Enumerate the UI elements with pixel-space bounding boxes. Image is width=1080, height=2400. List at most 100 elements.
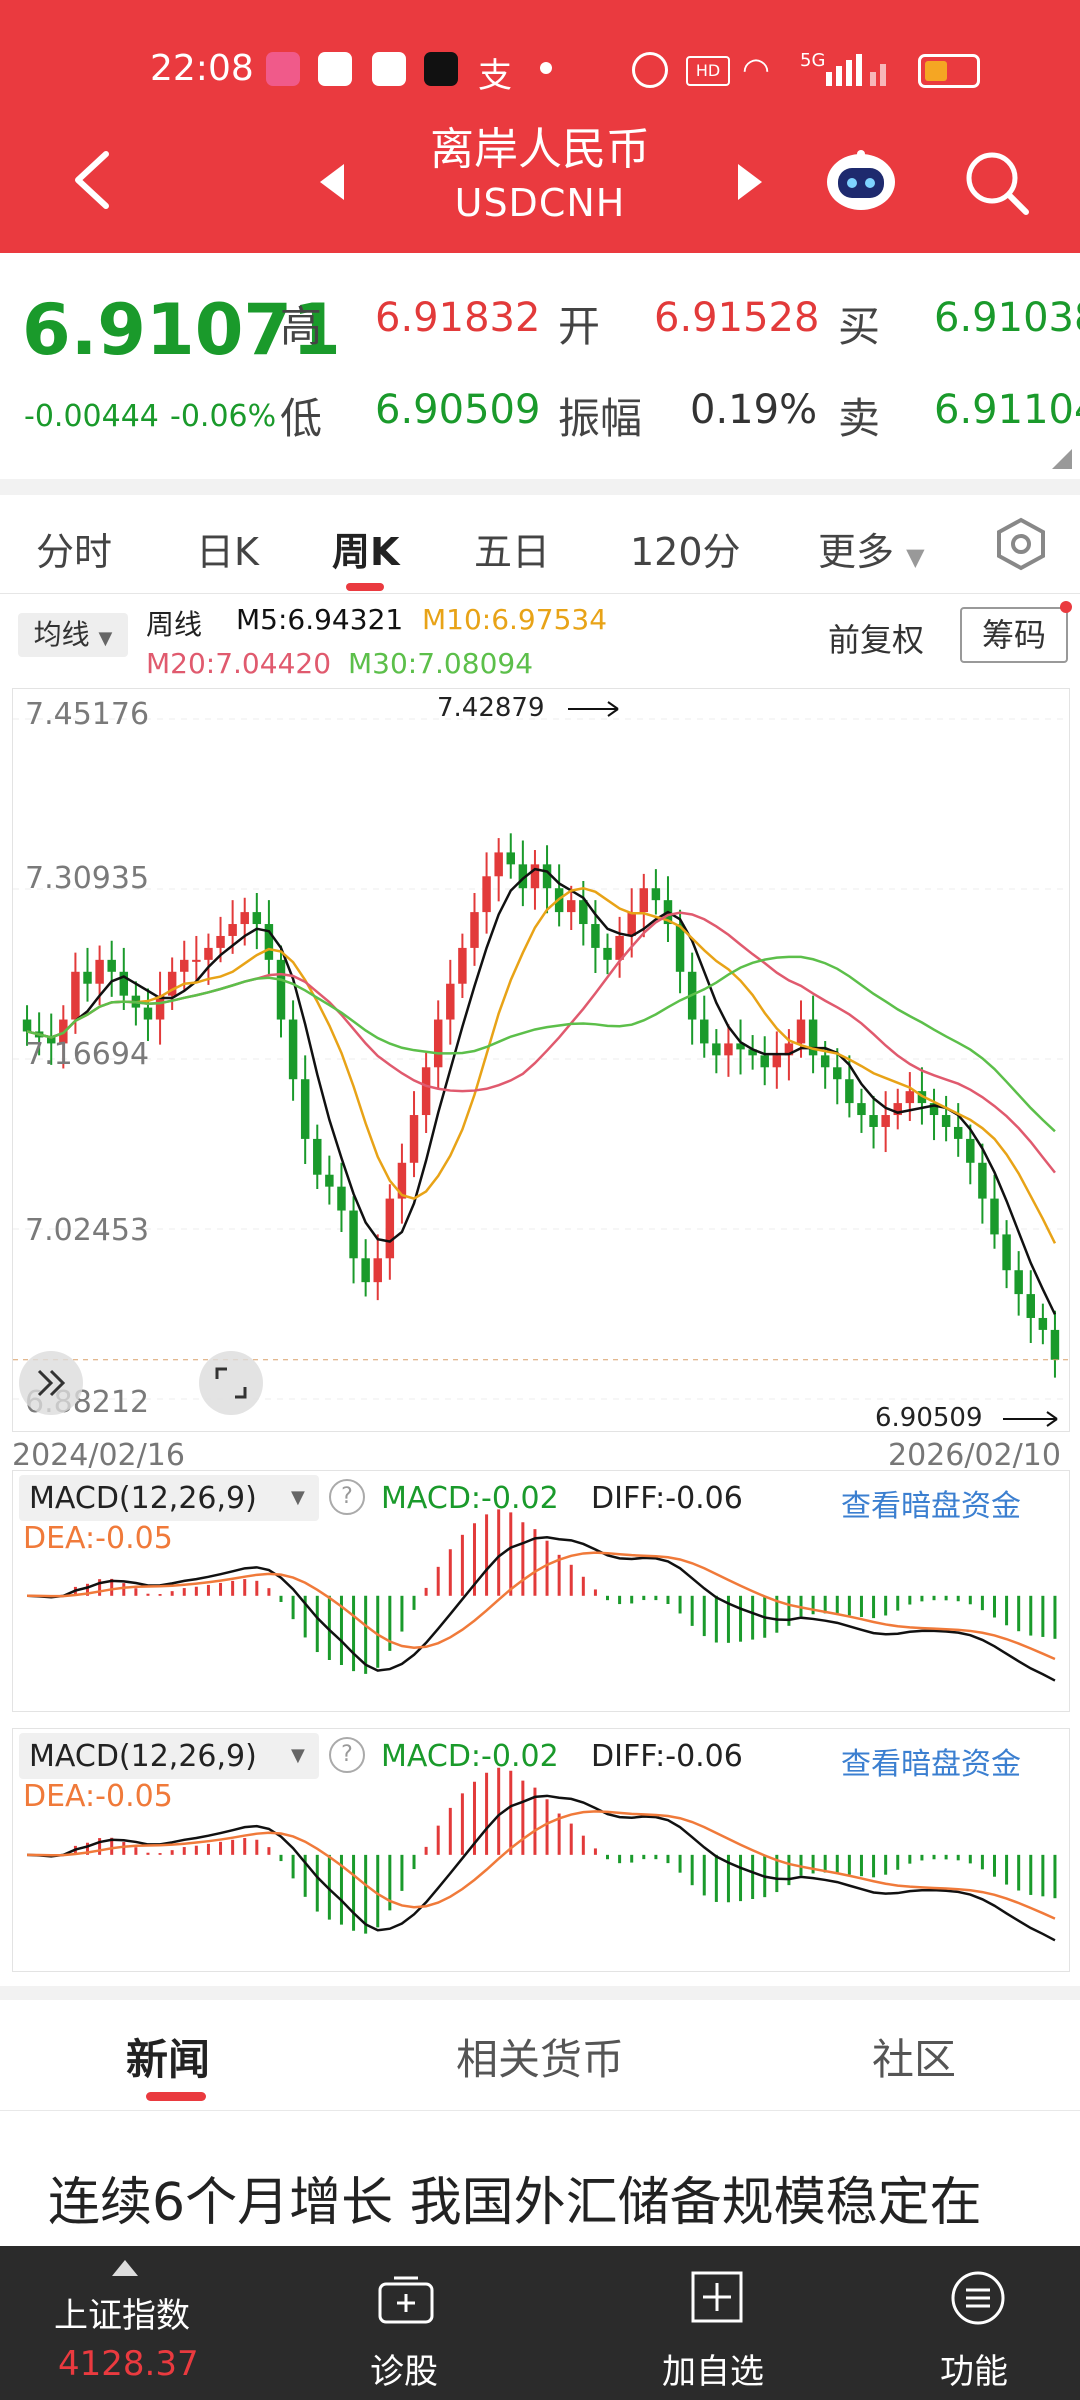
news-tabs: 新闻 相关货币 社区 [0, 2000, 1080, 2111]
search-icon[interactable] [964, 150, 1030, 220]
candle-body [397, 1162, 407, 1199]
macd-panel[interactable]: MACD(12,26,9) ▼ ? MACD:-0.02 DIFF:-0.06 … [12, 1728, 1070, 1972]
amplitude-label: 振幅 [558, 394, 643, 443]
macd-title: MACD(12,26,9) [29, 1739, 257, 1774]
settings-hexagon-icon[interactable] [994, 517, 1048, 575]
high-label: 高 [280, 302, 323, 351]
tab-more[interactable]: 更多 ▼ [818, 521, 925, 576]
sell-value: 6.91104 [934, 387, 1080, 433]
min-arrow-head [1046, 1418, 1058, 1427]
candle-body [470, 912, 479, 948]
ma20-value: M20:7.04420 [146, 647, 332, 680]
quote-panel: 6.91071 -0.00444 -0.06% 高 6.91832 开 6.91… [0, 253, 1080, 479]
candle-body [712, 1043, 721, 1056]
signal-icon [826, 54, 896, 90]
period-label: 周线 [146, 608, 203, 641]
candle-body [349, 1210, 358, 1259]
add-icon [690, 2270, 744, 2328]
candle-body [421, 1067, 431, 1116]
candle-body [1014, 1270, 1023, 1295]
index-value: 4128.37 [58, 2344, 199, 2384]
tab-five-day[interactable]: 五日 [474, 530, 551, 574]
candle-body [700, 1019, 709, 1044]
candle-body [252, 912, 262, 925]
functions-button[interactable]: 功能 [920, 2246, 1040, 2400]
candle-body [542, 864, 552, 889]
tab-daily-k[interactable]: 日K [196, 530, 259, 574]
candle-body [941, 1115, 951, 1127]
macd-svg [26, 1509, 1057, 1682]
macd-panel[interactable]: MACD(12,26,9) ▼ ? MACD:-0.02 DIFF:-0.06 … [12, 1470, 1070, 1712]
buy-label: 买 [838, 302, 881, 351]
app-header: 22:08 支 HD ◠ 5G 离岸人民币 USDCNH [0, 0, 1080, 253]
more-dot-icon [540, 62, 552, 74]
candle-body [591, 924, 600, 948]
news-headline[interactable]: 连续6个月增长 我国外汇储备规模稳定在 [48, 2173, 982, 2233]
candle-body [784, 1043, 794, 1056]
collapse-panel-button[interactable] [19, 1351, 83, 1415]
status-time: 22:08 [150, 48, 254, 89]
fullscreen-button[interactable] [199, 1351, 263, 1415]
macd-selector[interactable]: MACD(12,26,9) ▼ [19, 1475, 319, 1521]
candle-body [881, 1115, 890, 1127]
candle-body [953, 1126, 963, 1139]
ma10-line [26, 886, 1057, 1244]
expand-corner-icon[interactable] [1052, 449, 1072, 473]
dark-pool-link[interactable]: 查看暗盘资金 [841, 1489, 1021, 1524]
candle-body [204, 947, 213, 960]
active-tab-indicator [146, 2092, 206, 2101]
sell-label: 卖 [838, 394, 881, 443]
candle-body [1050, 1329, 1060, 1360]
tab-intraday[interactable]: 分时 [36, 530, 113, 574]
max-arrow-head [607, 701, 619, 710]
help-icon[interactable]: ? [329, 1737, 365, 1773]
ma5-value: M5:6.94321 [236, 603, 404, 636]
home-app-icon [318, 52, 352, 86]
candle-body [83, 971, 92, 984]
candle-body [1038, 1317, 1048, 1330]
adjust-button[interactable]: 前复权 [828, 621, 925, 659]
price-change-pct: -0.06% [170, 399, 277, 434]
macd-value: MACD:-0.02 [381, 1481, 559, 1516]
tab-community[interactable]: 社区 [872, 2035, 957, 2084]
candle-body [736, 1043, 745, 1050]
page-title: 离岸人民币 [430, 124, 650, 175]
candle-body [567, 900, 576, 913]
candle-body [639, 888, 649, 913]
next-currency-icon[interactable] [734, 164, 764, 204]
robot-assistant-icon[interactable] [824, 146, 898, 218]
index-ticker[interactable]: 上证指数 4128.37 [0, 2246, 250, 2400]
candle-body [978, 1162, 987, 1199]
active-tab-indicator [346, 583, 384, 591]
chips-button[interactable]: 筹码 [960, 607, 1068, 663]
candle-body [216, 935, 225, 948]
candle-body [95, 959, 104, 984]
y-axis-label: 7.30935 [25, 861, 150, 896]
ma-type-button[interactable]: 均线 ▼ [18, 613, 128, 657]
diagnose-button[interactable]: 诊股 [360, 2246, 490, 2400]
min-arrow-head [1046, 1411, 1058, 1420]
ma20-line [26, 911, 1056, 1174]
macd-selector[interactable]: MACD(12,26,9) ▼ [19, 1733, 319, 1779]
ma10-value: M10:6.97534 [422, 603, 608, 636]
candle-body [530, 864, 540, 889]
dark-pool-link[interactable]: 查看暗盘资金 [841, 1747, 1021, 1782]
candle-body [288, 1019, 298, 1080]
prev-currency-icon[interactable] [318, 164, 348, 204]
diff-line [26, 1794, 1056, 1942]
tab-related-currency[interactable]: 相关货币 [456, 2035, 625, 2084]
tab-weekly-k[interactable]: 周K [332, 530, 400, 574]
kline-chart[interactable]: 7.45176 7.30935 7.16694 7.02453 6.88212 … [12, 688, 1070, 1433]
app-notification-icon [266, 52, 300, 86]
max-price-annotation: 7.42879 [437, 693, 545, 723]
ma30-value: M30:7.08094 [348, 647, 534, 680]
add-watchlist-button[interactable]: 加自选 [640, 2246, 790, 2400]
tab-120min[interactable]: 120分 [630, 530, 741, 574]
candle-body [675, 924, 685, 972]
tab-news[interactable]: 新闻 [126, 2035, 211, 2084]
help-icon[interactable]: ? [329, 1479, 365, 1515]
back-icon[interactable] [72, 150, 112, 214]
candle-body [240, 912, 249, 925]
candle-body [833, 1067, 842, 1080]
candle-body [929, 1103, 939, 1116]
